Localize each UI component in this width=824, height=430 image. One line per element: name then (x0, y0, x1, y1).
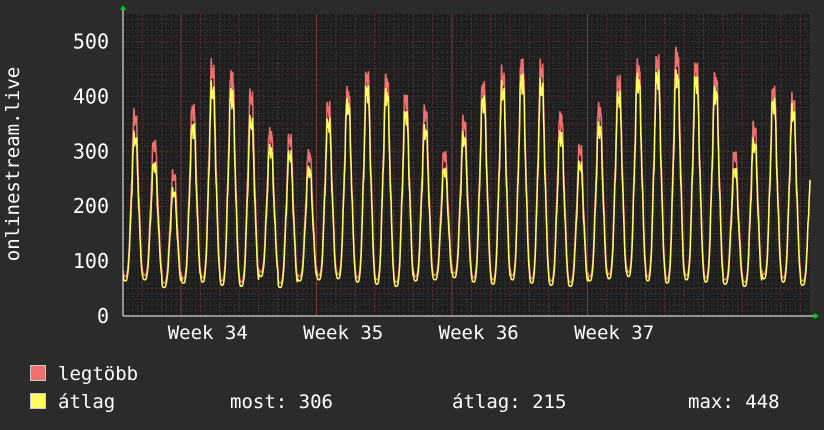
legend-row-avg: átlag most: 306 átlag: 215 max: 448 (30, 391, 820, 413)
y-tick-label: 400 (73, 84, 109, 108)
stat-max: max: 448 (688, 391, 780, 413)
y-axis-arrow (120, 5, 126, 10)
x-tick-label: Week 36 (439, 322, 519, 344)
stat-now: most: 306 (230, 391, 333, 413)
legend-swatch-max (30, 365, 46, 381)
x-tick-label: Week 37 (574, 322, 654, 344)
x-tick-label: Week 34 (168, 322, 248, 344)
series-line-avg (122, 69, 811, 289)
legend-row-max: legtöbb (30, 363, 138, 385)
y-tick-label: 100 (73, 249, 109, 273)
y-tick-label: 200 (73, 194, 109, 218)
y-axis-title: onlinestream.live (2, 67, 24, 261)
legend-label-avg: átlag (58, 391, 116, 413)
y-tick-label: 500 (73, 29, 109, 53)
stat-average: átlag: 215 (452, 391, 567, 413)
x-axis-arrow (814, 313, 819, 319)
y-tick-label: 0 (97, 304, 109, 328)
legend-swatch-avg (30, 393, 46, 409)
y-tick-label: 300 (73, 139, 109, 163)
x-tick-label: Week 35 (303, 322, 383, 344)
legend-label-max: legtöbb (58, 363, 139, 385)
